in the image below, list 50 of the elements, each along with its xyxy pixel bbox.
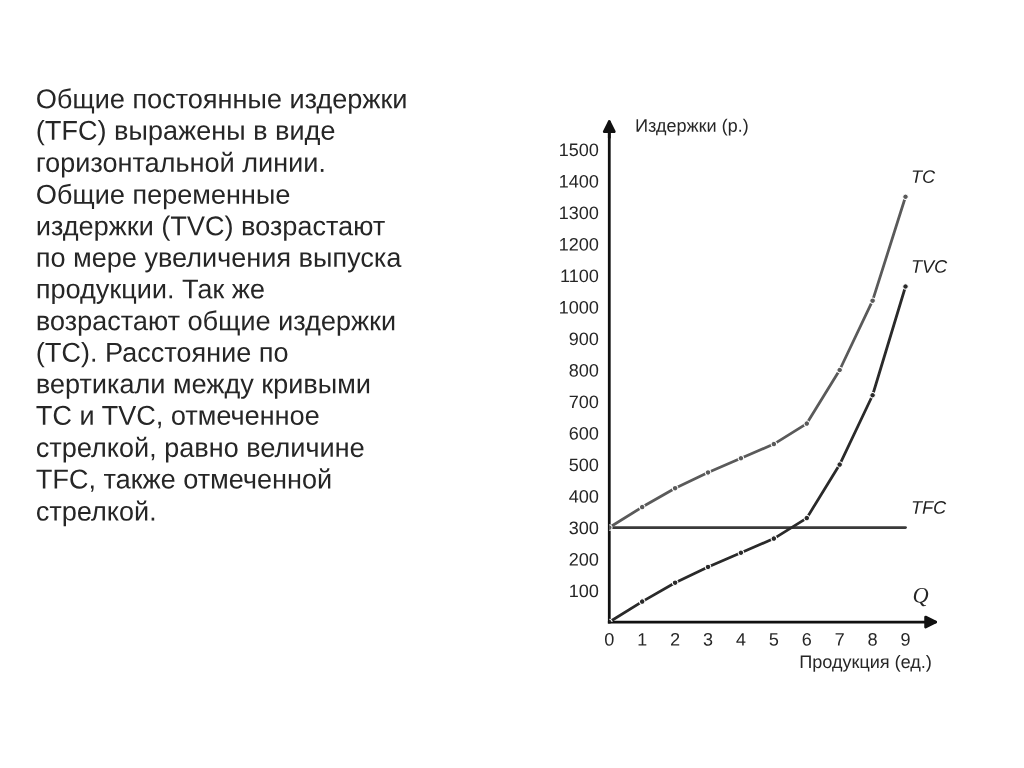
series-label: TFC [912,501,947,514]
y-tick-label: 400 [569,489,599,503]
y-tick-label: 1300 [560,206,599,220]
point [638,598,646,605]
y-tick-label: 1000 [560,300,599,314]
point [770,535,778,542]
x-tick-label: 7 [835,633,844,646]
y-tick-label: 900 [569,332,599,346]
text: Общие постоянные издержки (TFC) выражены в виде горизонтальной линии. Общие переменные издержки (TVC) возрастают по мере увеличения выпуска продукции. Так же возрастают общие издержки (TC). Расстояние по вертикали между кривыми TC и TVC, отмеченное стрелкой, равно величине TFC, также отмеченной стрелкой. [36,88,406,527]
x-tick-label: 3 [703,632,713,646]
point [803,514,811,522]
point [671,579,679,586]
point [638,503,646,511]
y-axis-title: Издержки (р.) [636,118,748,136]
x-tick-label: 2 [671,632,680,646]
point [869,391,876,399]
x-tick-label: 6 [802,632,811,646]
point [803,420,811,427]
x-tick-label: 8 [868,632,877,646]
y-tick-label: 1400 [560,174,599,188]
point [770,440,778,448]
y-tick-label: 1100 [561,269,599,283]
series-label: TVC [912,260,948,273]
y-tick-label: 200 [569,553,599,566]
point [704,469,712,476]
point [704,563,712,571]
point [836,366,843,374]
y-tick-label: 1200 [560,237,599,251]
y-tick-label: 1500 [560,143,599,157]
point [902,193,909,201]
point [836,461,843,468]
annotation: Q [913,587,929,607]
point [869,297,876,304]
point [737,454,745,462]
point [671,484,679,492]
y-tick-label: 600 [569,426,599,440]
x-axis-title: Продукция (ед.) [800,654,931,672]
x-tick-label: 5 [769,633,779,646]
x-tick-label: 9 [901,632,910,646]
x-tick-label: 0 [604,632,614,646]
x-tick-label: 4 [736,633,746,646]
series-label: TC [912,170,936,184]
point [737,549,745,557]
y-tick-label: 500 [569,458,599,472]
x-tick-label: 1 [638,633,647,646]
point [902,283,909,290]
y-tick-label: 700 [569,395,599,409]
y-tick-label: 100 [570,584,599,598]
y-tick-label: 800 [569,363,599,377]
y-tick-label: 300 [569,521,599,535]
